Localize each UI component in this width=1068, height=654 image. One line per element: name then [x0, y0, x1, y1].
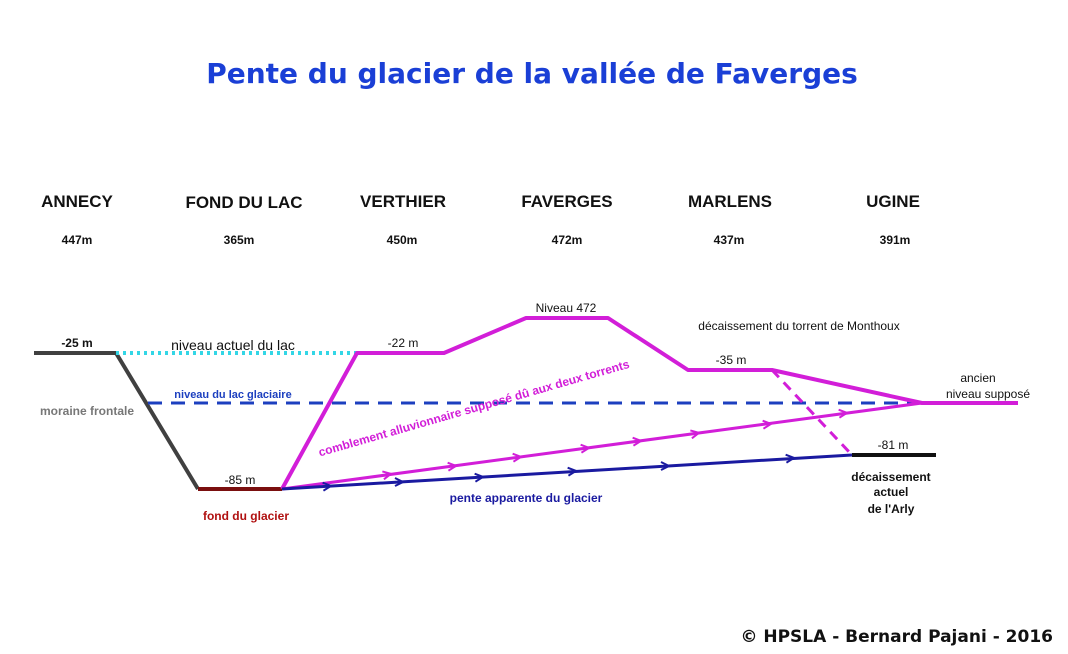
- marlens-dashed-line-b: [770, 368, 854, 457]
- altitude-verthier: 450m: [387, 233, 418, 247]
- annecy-terrain-line: [34, 351, 200, 491]
- marlens-dashed-line-a: [771, 368, 923, 405]
- place-marlens: MARLENS: [688, 192, 772, 211]
- place-fond-du-lac: FOND DU LAC: [185, 193, 302, 212]
- glacier-bottom-label: fond du glacier: [203, 509, 289, 523]
- altitude-ugine: 391m: [880, 233, 911, 247]
- arly-label-line3: de l'Arly: [868, 502, 915, 516]
- lake-bottom-depth-label: -85 m: [225, 473, 256, 487]
- fill-label: comblement alluvionnaire supposé dû aux …: [317, 357, 631, 460]
- marlens-depth-label: -35 m: [716, 353, 747, 367]
- old-level-label-line1: ancien: [960, 371, 995, 385]
- lake-level-label: niveau actuel du lac: [171, 337, 295, 353]
- altitude-fond-du-lac: 365m: [224, 233, 255, 247]
- verthier-depth-label: -22 m: [388, 336, 419, 350]
- place-faverges: FAVERGES: [521, 192, 612, 211]
- alluvial-slope-arrows: [379, 413, 846, 476]
- annecy-depth-label: -25 m: [61, 336, 92, 350]
- diagram-title: Pente du glacier de la vallée de Faverge…: [206, 57, 858, 90]
- glacier-slope-arrows: [319, 458, 793, 487]
- faverges-level-label: Niveau 472: [536, 301, 597, 315]
- glacial-lake-label: niveau du lac glaciaire: [174, 389, 291, 401]
- arly-label-line2: actuel: [874, 485, 909, 499]
- altitude-marlens: 437m: [714, 233, 745, 247]
- old-level-label-line2: niveau supposé: [946, 387, 1030, 401]
- copyright-label: © HPSLA - Bernard Pajani - 2016: [740, 627, 1053, 647]
- altitude-annecy: 447m: [62, 233, 93, 247]
- glacier-slope-label: pente apparente du glacier: [450, 491, 603, 505]
- alluvial-slope-line: [281, 401, 923, 491]
- place-annecy: ANNECY: [41, 192, 113, 211]
- monthoux-label: décaissement du torrent de Monthoux: [698, 319, 899, 333]
- place-verthier: VERTHIER: [360, 192, 446, 211]
- ugine-depth-label: -81 m: [878, 438, 909, 452]
- arly-label-line1: décaissement: [851, 470, 930, 484]
- altitude-faverges: 472m: [552, 233, 583, 247]
- moraine-label: moraine frontale: [40, 404, 134, 418]
- place-ugine: UGINE: [866, 192, 920, 211]
